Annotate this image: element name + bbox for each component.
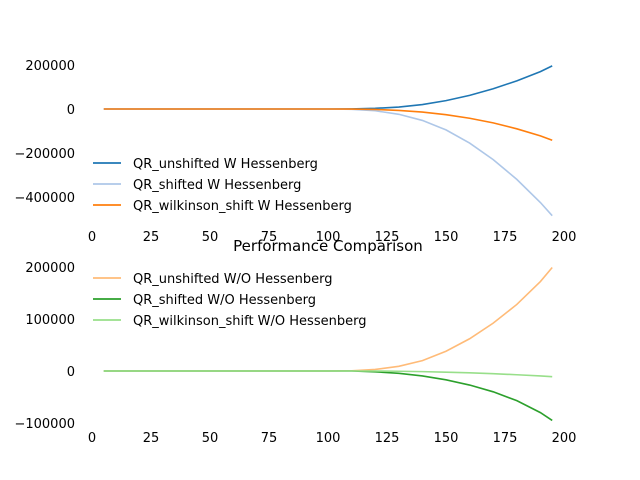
legend-entry: QR_shifted W Hessenberg xyxy=(133,178,301,193)
x-tick-label: 200 xyxy=(552,431,577,446)
y-tick-label: 0 xyxy=(67,103,75,118)
x-tick-label: 0 xyxy=(88,431,96,446)
x-tick-label: 0 xyxy=(88,230,96,245)
x-tick-label: 100 xyxy=(316,230,341,245)
x-tick-label: 75 xyxy=(261,431,278,446)
legend-entry: QR_wilkinson_shift W/O Hessenberg xyxy=(133,314,366,329)
y-tick-label: −400000 xyxy=(14,191,75,206)
x-tick-label: 150 xyxy=(434,230,459,245)
series-line-1-2 xyxy=(103,370,553,378)
y-tick-label: 200000 xyxy=(25,261,75,276)
bottom-panel: 0 25 50 75 100 125 150 175 200 200000 100000 0 −1000… xyxy=(14,261,576,446)
y-tick-label: −100000 xyxy=(14,417,75,432)
x-tick-label: 25 xyxy=(143,230,160,245)
x-tick-label: 50 xyxy=(202,431,219,446)
x-tick-label: 100 xyxy=(316,431,341,446)
y-tick-label: −200000 xyxy=(14,147,75,162)
series-line-0-2 xyxy=(103,108,553,141)
x-tick-label: 175 xyxy=(493,431,518,446)
legend-entry: QR_unshifted W Hessenberg xyxy=(133,157,318,172)
series-line-0-0 xyxy=(103,65,553,110)
x-tick-label: 50 xyxy=(202,230,219,245)
series-line-1-1 xyxy=(103,370,553,422)
chart-title: Performance Comparison xyxy=(233,237,423,255)
x-tick-label: 125 xyxy=(375,230,400,245)
legend-entry: QR_shifted W/O Hessenberg xyxy=(133,293,316,308)
top-panel: 0 25 50 75 100 125 150 175 200 200000 0 −200000 −400… xyxy=(14,59,576,245)
legend-entry: QR_wilkinson_shift W Hessenberg xyxy=(133,199,352,214)
x-tick-label: 25 xyxy=(143,431,160,446)
x-tick-label: 200 xyxy=(552,230,577,245)
x-tick-label: 125 xyxy=(375,431,400,446)
x-tick-label: 175 xyxy=(493,230,518,245)
y-tick-label: 0 xyxy=(67,365,75,380)
legend-entry: QR_unshifted W/O Hessenberg xyxy=(133,272,332,287)
x-tick-label: 150 xyxy=(434,431,459,446)
y-tick-label: 100000 xyxy=(25,313,75,328)
x-tick-label: 75 xyxy=(261,230,278,245)
y-tick-label: 200000 xyxy=(25,59,75,74)
